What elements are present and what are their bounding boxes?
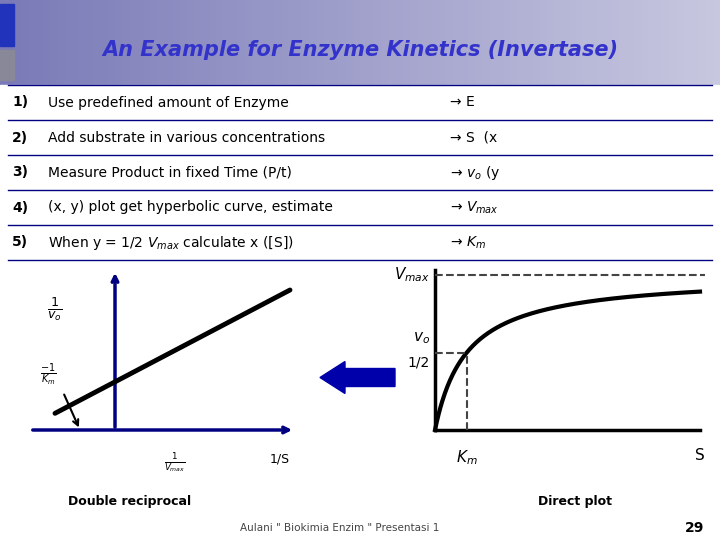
Text: Aulani " Biokimia Enzim " Presentasi 1: Aulani " Biokimia Enzim " Presentasi 1 [240,523,440,533]
Text: → S  (x: → S (x [450,131,498,145]
Text: Add substrate in various concentrations: Add substrate in various concentrations [48,131,325,145]
Text: → $V_{max}$: → $V_{max}$ [450,199,499,215]
Text: → $v_o$ (y: → $v_o$ (y [450,164,500,181]
Text: 29: 29 [685,521,705,535]
Text: $\frac{1}{v_o}$: $\frac{1}{v_o}$ [48,295,63,323]
Text: $K_m$: $K_m$ [456,448,477,467]
Text: 1): 1) [12,96,28,110]
Text: 2): 2) [12,131,28,145]
Text: An Example for Enzyme Kinetics (Invertase): An Example for Enzyme Kinetics (Invertas… [102,40,618,60]
Text: $\frac{-1}{K_m}$: $\frac{-1}{K_m}$ [40,362,56,388]
Text: $V_{max}$: $V_{max}$ [395,266,430,285]
Text: When y = 1/2 $V_{max}$ calculate x ([S]): When y = 1/2 $V_{max}$ calculate x ([S]) [48,233,294,252]
Text: → $K_m$: → $K_m$ [450,234,486,251]
Text: → E: → E [450,96,474,110]
Text: Double reciprocal: Double reciprocal [68,495,192,508]
Bar [0,85,720,540]
Text: 3): 3) [12,165,28,179]
Text: 4): 4) [12,200,28,214]
Text: 5): 5) [12,235,28,249]
Text: $\frac{1}{V_{max}}$: $\frac{1}{V_{max}}$ [164,452,186,475]
FancyArrow shape [320,361,395,394]
Text: (x, y) plot get hyperbolic curve, estimate: (x, y) plot get hyperbolic curve, estima… [48,200,333,214]
Text: S: S [695,448,705,463]
Text: Use predefined amount of Enzyme: Use predefined amount of Enzyme [48,96,289,110]
Text: 1/S: 1/S [270,452,290,465]
Text: 1/2: 1/2 [408,355,430,369]
Text: Direct plot: Direct plot [538,495,612,508]
Bar [0,4,14,46]
Text: $v_o$: $v_o$ [413,330,430,346]
Bar [0,50,14,80]
Text: Measure Product in fixed Time (P/t): Measure Product in fixed Time (P/t) [48,165,292,179]
